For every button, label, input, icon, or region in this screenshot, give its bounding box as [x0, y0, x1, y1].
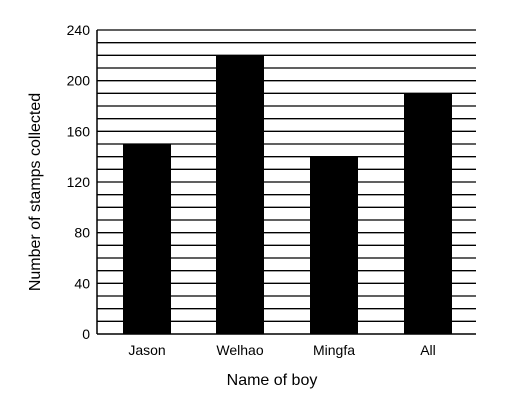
x-axis-title: Name of boy	[227, 372, 318, 389]
x-tick-label: Jason	[128, 342, 165, 358]
y-axis-title: Number of stamps collected	[27, 93, 44, 291]
bar-welhao	[216, 55, 264, 334]
bar-jason	[123, 144, 171, 334]
axes	[96, 30, 476, 335]
bar-mingfa	[310, 156, 358, 334]
y-tick-label: 240	[67, 22, 91, 38]
bar-all	[404, 93, 452, 334]
x-tick-label: Mingfa	[313, 342, 355, 358]
y-tick-label: 120	[67, 174, 91, 190]
x-tick-label: Welhao	[216, 342, 263, 358]
x-tick-label: All	[420, 342, 436, 358]
tick-labels: 0 40 80 120 160 200 240 Jason Welhao Mingfa All	[67, 22, 436, 358]
y-tick-label: 80	[74, 225, 90, 241]
y-tick-label: 160	[67, 123, 91, 139]
y-tick-label: 200	[67, 73, 91, 89]
y-tick-label: 40	[74, 275, 90, 291]
y-tick-label: 0	[82, 326, 90, 342]
bars	[123, 55, 452, 334]
